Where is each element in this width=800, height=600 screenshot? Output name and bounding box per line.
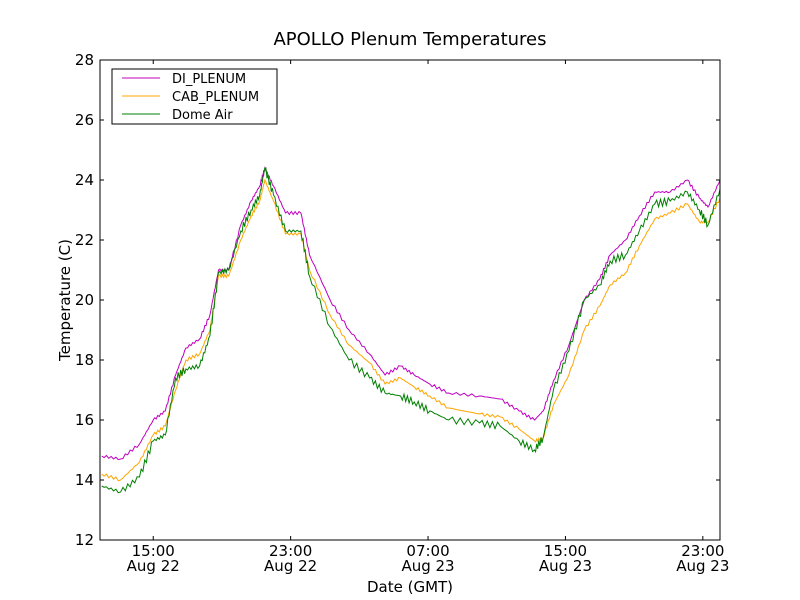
y-axis-label: Temperature (C) bbox=[56, 239, 74, 362]
y-tick-label: 22 bbox=[75, 231, 94, 249]
y-tick-label: 12 bbox=[75, 531, 94, 549]
x-tick-date: Aug 22 bbox=[264, 557, 317, 575]
series-line-di-plenum bbox=[101, 166, 721, 461]
x-tick-date: Aug 22 bbox=[127, 557, 180, 575]
y-tick-label: 26 bbox=[75, 111, 94, 129]
y-tick-label: 16 bbox=[75, 411, 94, 429]
legend-label: Dome Air bbox=[172, 108, 233, 123]
y-tick-label: 28 bbox=[75, 51, 94, 69]
x-tick-date: Aug 23 bbox=[676, 557, 729, 575]
legend: DI_PLENUM CAB_PLENUM Dome Air bbox=[111, 68, 278, 125]
series-line-cab-plenum bbox=[101, 178, 721, 482]
legend-label: DI_PLENUM bbox=[172, 72, 246, 87]
x-tick-time: 15:00 bbox=[132, 542, 175, 560]
y-tick-label: 18 bbox=[75, 351, 94, 369]
y-tick-label: 20 bbox=[75, 291, 94, 309]
y-tick-label: 24 bbox=[75, 171, 94, 189]
legend-label: CAB_PLENUM bbox=[172, 90, 259, 105]
series-layer bbox=[101, 166, 721, 494]
x-axis-label: Date (GMT) bbox=[367, 578, 453, 596]
x-tick-time: 07:00 bbox=[406, 542, 449, 560]
x-tick-date: Aug 23 bbox=[401, 557, 454, 575]
x-tick-time: 15:00 bbox=[544, 542, 587, 560]
x-tick-time: 23:00 bbox=[681, 542, 724, 560]
y-tick-label: 14 bbox=[75, 471, 94, 489]
plot-frame bbox=[99, 59, 721, 541]
x-tick-time: 23:00 bbox=[269, 542, 312, 560]
x-tick-date: Aug 23 bbox=[539, 557, 592, 575]
series-line-dome-air bbox=[101, 167, 721, 494]
chart-title: APOLLO Plenum Temperatures bbox=[273, 29, 546, 50]
